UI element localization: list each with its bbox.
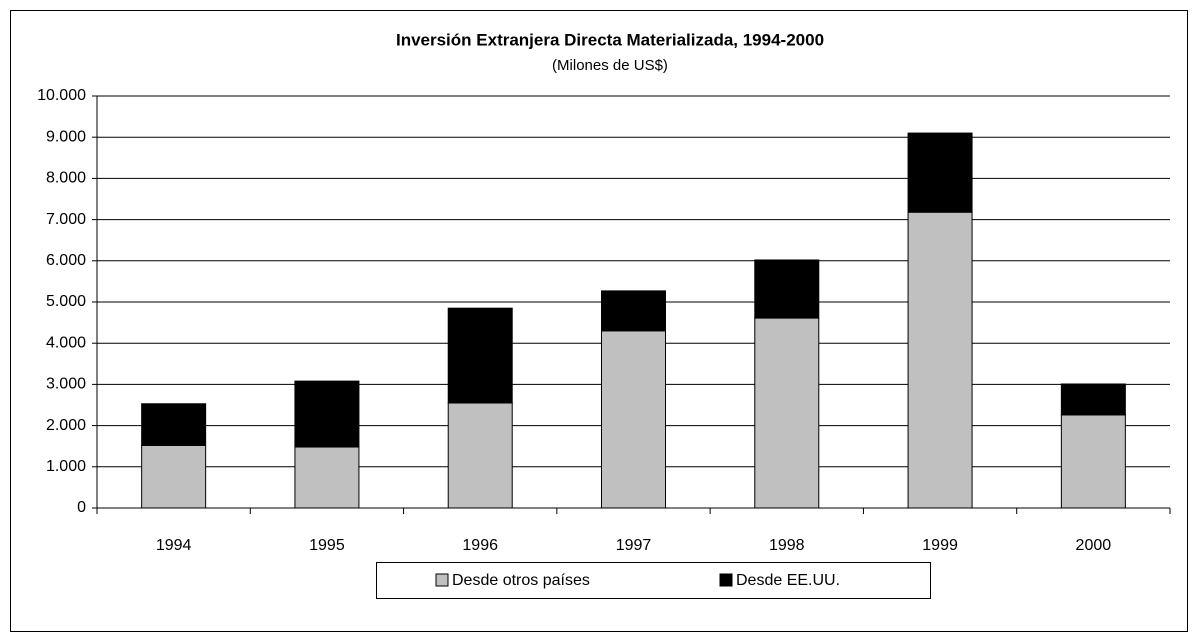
- y-tick-label: 0: [77, 499, 86, 516]
- bar-segment: [294, 446, 360, 509]
- y-tick-label: 9.000: [46, 128, 86, 145]
- legend-box: [376, 562, 931, 599]
- y-tick-label: 1.000: [46, 458, 86, 475]
- chart-subtitle: (Milones de US$): [552, 57, 668, 74]
- legend-label: Desde EE.UU.: [736, 572, 840, 589]
- legend-swatch: [435, 573, 449, 587]
- bar-segment: [907, 211, 973, 509]
- chart-frame: [10, 10, 1188, 632]
- bar-segment: [601, 330, 666, 509]
- bar-segment: [447, 307, 513, 404]
- chart-title: Inversión Extranjera Directa Materializa…: [396, 30, 824, 49]
- bar-segment: [601, 290, 666, 332]
- bar-segment: [907, 132, 973, 213]
- legend-label: Desde otros países: [452, 572, 590, 589]
- y-tick-label: 10.000: [37, 87, 86, 104]
- x-tick-label: 1994: [156, 537, 192, 554]
- x-tick-label: 1998: [769, 537, 805, 554]
- bar-segment: [447, 402, 513, 509]
- legend-swatch: [719, 573, 733, 587]
- x-tick-label: 2000: [1076, 537, 1112, 554]
- bar-segment: [141, 444, 207, 509]
- x-tick-label: 1996: [462, 537, 498, 554]
- x-tick-label: 1999: [922, 537, 958, 554]
- bar-segment: [141, 403, 207, 446]
- y-tick-label: 7.000: [46, 211, 86, 228]
- x-tick-label: 1995: [309, 537, 345, 554]
- y-tick-label: 4.000: [46, 334, 86, 351]
- y-tick-label: 2.000: [46, 417, 86, 434]
- y-tick-label: 3.000: [46, 376, 86, 393]
- x-tick-label: 1997: [616, 537, 652, 554]
- bar-segment: [754, 259, 820, 319]
- bar-segment: [294, 380, 360, 448]
- y-tick-label: 8.000: [46, 170, 86, 187]
- bar-segment: [1060, 383, 1126, 416]
- bar-segment: [754, 317, 820, 509]
- y-tick-label: 6.000: [46, 252, 86, 269]
- bar-segment: [1060, 414, 1126, 509]
- y-tick-label: 5.000: [46, 293, 86, 310]
